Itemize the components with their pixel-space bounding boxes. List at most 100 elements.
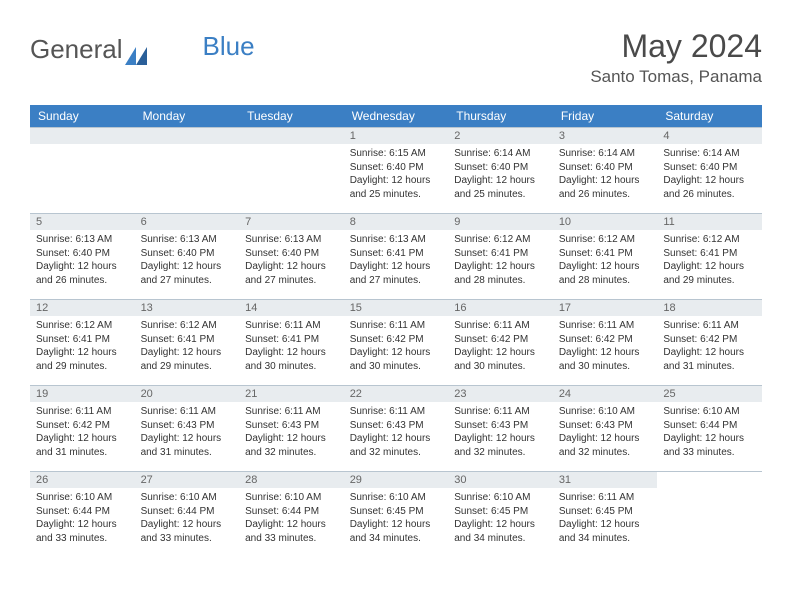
daylight-line: Daylight: 12 hours and 25 minutes. bbox=[454, 174, 547, 201]
calendar-cell: 26Sunrise: 6:10 AMSunset: 6:44 PMDayligh… bbox=[30, 472, 135, 558]
day-number: 11 bbox=[657, 214, 762, 230]
sunset-line: Sunset: 6:42 PM bbox=[559, 333, 652, 347]
day-number: 1 bbox=[344, 128, 449, 144]
day-number: 31 bbox=[553, 472, 658, 488]
sunset-line: Sunset: 6:44 PM bbox=[141, 505, 234, 519]
sunset-line: Sunset: 6:44 PM bbox=[245, 505, 338, 519]
daylight-line: Daylight: 12 hours and 33 minutes. bbox=[663, 432, 756, 459]
calendar-row: 12Sunrise: 6:12 AMSunset: 6:41 PMDayligh… bbox=[30, 300, 762, 386]
calendar-cell: 15Sunrise: 6:11 AMSunset: 6:42 PMDayligh… bbox=[344, 300, 449, 386]
day-details: Sunrise: 6:10 AMSunset: 6:44 PMDaylight:… bbox=[239, 488, 344, 549]
day-number: 24 bbox=[553, 386, 658, 402]
calendar-cell: 7Sunrise: 6:13 AMSunset: 6:40 PMDaylight… bbox=[239, 214, 344, 300]
day-number: 2 bbox=[448, 128, 553, 144]
day-details: Sunrise: 6:13 AMSunset: 6:40 PMDaylight:… bbox=[135, 230, 240, 291]
sunrise-line: Sunrise: 6:11 AM bbox=[245, 319, 338, 333]
sunset-line: Sunset: 6:40 PM bbox=[663, 161, 756, 175]
weekday-header: Saturday bbox=[657, 105, 762, 128]
daylight-line: Daylight: 12 hours and 33 minutes. bbox=[141, 518, 234, 545]
day-number: 30 bbox=[448, 472, 553, 488]
day-number: 18 bbox=[657, 300, 762, 316]
day-number: 15 bbox=[344, 300, 449, 316]
sunrise-line: Sunrise: 6:10 AM bbox=[245, 491, 338, 505]
day-number: 19 bbox=[30, 386, 135, 402]
weekday-header-row: SundayMondayTuesdayWednesdayThursdayFrid… bbox=[30, 105, 762, 128]
sunset-line: Sunset: 6:40 PM bbox=[559, 161, 652, 175]
daylight-line: Daylight: 12 hours and 30 minutes. bbox=[245, 346, 338, 373]
sunrise-line: Sunrise: 6:13 AM bbox=[350, 233, 443, 247]
daylight-line: Daylight: 12 hours and 28 minutes. bbox=[559, 260, 652, 287]
empty-day-bar bbox=[239, 128, 344, 144]
sunrise-line: Sunrise: 6:10 AM bbox=[36, 491, 129, 505]
day-number: 6 bbox=[135, 214, 240, 230]
day-details: Sunrise: 6:11 AMSunset: 6:41 PMDaylight:… bbox=[239, 316, 344, 377]
day-number: 14 bbox=[239, 300, 344, 316]
calendar-body: 1Sunrise: 6:15 AMSunset: 6:40 PMDaylight… bbox=[30, 128, 762, 558]
daylight-line: Daylight: 12 hours and 26 minutes. bbox=[559, 174, 652, 201]
daylight-line: Daylight: 12 hours and 32 minutes. bbox=[245, 432, 338, 459]
day-number: 21 bbox=[239, 386, 344, 402]
sunset-line: Sunset: 6:44 PM bbox=[663, 419, 756, 433]
day-details: Sunrise: 6:14 AMSunset: 6:40 PMDaylight:… bbox=[657, 144, 762, 205]
sunrise-line: Sunrise: 6:15 AM bbox=[350, 147, 443, 161]
calendar-cell bbox=[657, 472, 762, 558]
day-number: 23 bbox=[448, 386, 553, 402]
weekday-header: Wednesday bbox=[344, 105, 449, 128]
day-details: Sunrise: 6:11 AMSunset: 6:43 PMDaylight:… bbox=[344, 402, 449, 463]
calendar-cell: 2Sunrise: 6:14 AMSunset: 6:40 PMDaylight… bbox=[448, 128, 553, 214]
sunrise-line: Sunrise: 6:10 AM bbox=[454, 491, 547, 505]
daylight-line: Daylight: 12 hours and 29 minutes. bbox=[141, 346, 234, 373]
daylight-line: Daylight: 12 hours and 31 minutes. bbox=[141, 432, 234, 459]
sunrise-line: Sunrise: 6:10 AM bbox=[663, 405, 756, 419]
header: General Blue May 2024 Santo Tomas, Panam… bbox=[30, 28, 762, 87]
calendar-row: 26Sunrise: 6:10 AMSunset: 6:44 PMDayligh… bbox=[30, 472, 762, 558]
day-details: Sunrise: 6:10 AMSunset: 6:44 PMDaylight:… bbox=[135, 488, 240, 549]
weekday-header: Friday bbox=[553, 105, 658, 128]
day-details: Sunrise: 6:14 AMSunset: 6:40 PMDaylight:… bbox=[553, 144, 658, 205]
daylight-line: Daylight: 12 hours and 33 minutes. bbox=[245, 518, 338, 545]
daylight-line: Daylight: 12 hours and 27 minutes. bbox=[245, 260, 338, 287]
sunrise-line: Sunrise: 6:11 AM bbox=[36, 405, 129, 419]
calendar-cell: 18Sunrise: 6:11 AMSunset: 6:42 PMDayligh… bbox=[657, 300, 762, 386]
daylight-line: Daylight: 12 hours and 26 minutes. bbox=[663, 174, 756, 201]
sunset-line: Sunset: 6:43 PM bbox=[141, 419, 234, 433]
day-number: 12 bbox=[30, 300, 135, 316]
day-details: Sunrise: 6:10 AMSunset: 6:44 PMDaylight:… bbox=[657, 402, 762, 463]
calendar-cell: 30Sunrise: 6:10 AMSunset: 6:45 PMDayligh… bbox=[448, 472, 553, 558]
calendar-row: 19Sunrise: 6:11 AMSunset: 6:42 PMDayligh… bbox=[30, 386, 762, 472]
calendar-cell: 13Sunrise: 6:12 AMSunset: 6:41 PMDayligh… bbox=[135, 300, 240, 386]
day-details: Sunrise: 6:10 AMSunset: 6:43 PMDaylight:… bbox=[553, 402, 658, 463]
daylight-line: Daylight: 12 hours and 32 minutes. bbox=[559, 432, 652, 459]
day-number: 17 bbox=[553, 300, 658, 316]
sunset-line: Sunset: 6:43 PM bbox=[245, 419, 338, 433]
calendar-row: 5Sunrise: 6:13 AMSunset: 6:40 PMDaylight… bbox=[30, 214, 762, 300]
day-number: 7 bbox=[239, 214, 344, 230]
day-number: 29 bbox=[344, 472, 449, 488]
sunset-line: Sunset: 6:41 PM bbox=[559, 247, 652, 261]
sunrise-line: Sunrise: 6:13 AM bbox=[245, 233, 338, 247]
sunset-line: Sunset: 6:41 PM bbox=[663, 247, 756, 261]
day-number: 5 bbox=[30, 214, 135, 230]
page-title: May 2024 bbox=[590, 28, 762, 65]
calendar-cell: 3Sunrise: 6:14 AMSunset: 6:40 PMDaylight… bbox=[553, 128, 658, 214]
sunrise-line: Sunrise: 6:12 AM bbox=[141, 319, 234, 333]
calendar-cell: 10Sunrise: 6:12 AMSunset: 6:41 PMDayligh… bbox=[553, 214, 658, 300]
location: Santo Tomas, Panama bbox=[590, 67, 762, 87]
daylight-line: Daylight: 12 hours and 26 minutes. bbox=[36, 260, 129, 287]
sunrise-line: Sunrise: 6:12 AM bbox=[36, 319, 129, 333]
day-details: Sunrise: 6:10 AMSunset: 6:44 PMDaylight:… bbox=[30, 488, 135, 549]
day-number: 3 bbox=[553, 128, 658, 144]
sunrise-line: Sunrise: 6:11 AM bbox=[454, 319, 547, 333]
calendar-cell: 29Sunrise: 6:10 AMSunset: 6:45 PMDayligh… bbox=[344, 472, 449, 558]
sunset-line: Sunset: 6:45 PM bbox=[350, 505, 443, 519]
day-details: Sunrise: 6:11 AMSunset: 6:42 PMDaylight:… bbox=[657, 316, 762, 377]
sunrise-line: Sunrise: 6:13 AM bbox=[141, 233, 234, 247]
daylight-line: Daylight: 12 hours and 34 minutes. bbox=[350, 518, 443, 545]
day-number: 26 bbox=[30, 472, 135, 488]
day-number: 13 bbox=[135, 300, 240, 316]
day-number: 16 bbox=[448, 300, 553, 316]
sunrise-line: Sunrise: 6:12 AM bbox=[454, 233, 547, 247]
calendar-row: 1Sunrise: 6:15 AMSunset: 6:40 PMDaylight… bbox=[30, 128, 762, 214]
day-details: Sunrise: 6:11 AMSunset: 6:42 PMDaylight:… bbox=[344, 316, 449, 377]
sunrise-line: Sunrise: 6:14 AM bbox=[663, 147, 756, 161]
